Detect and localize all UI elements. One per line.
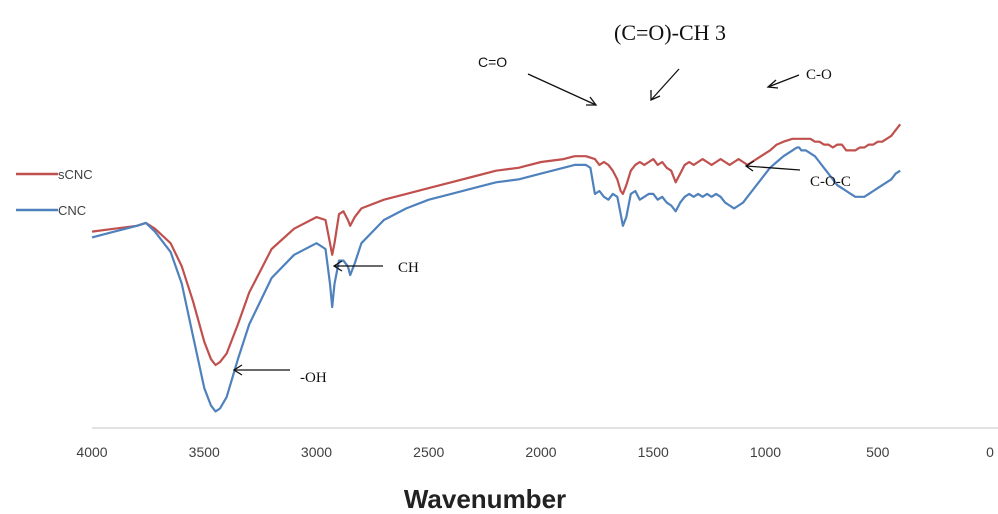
arrowhead-coc: [744, 160, 755, 172]
arrow-coch3: [650, 68, 680, 101]
annotation-coc: C-O-C: [810, 174, 851, 190]
x-tick-label: 3000: [301, 444, 332, 460]
arrow-co: [527, 73, 597, 106]
arrowhead-co: [586, 96, 598, 106]
x-tick-label: 1500: [638, 444, 669, 460]
legend-label-scnc: sCNC: [58, 167, 93, 182]
legend-label-cnc: CNC: [58, 203, 86, 218]
x-tick-label: 2500: [413, 444, 444, 460]
x-tick-label: 1000: [750, 444, 781, 460]
arrow-coc: [745, 165, 801, 171]
annotation-ch: CH: [398, 260, 419, 276]
x-tick-label: 2000: [525, 444, 556, 460]
series-line-scnc: [91, 123, 902, 367]
series-layer: [91, 123, 902, 413]
arrowhead-oh: [232, 364, 243, 376]
arrowhead-ch: [332, 260, 343, 272]
x-tick-label: 500: [866, 444, 890, 460]
annotations: [232, 68, 801, 376]
x-tick-label: 0: [986, 444, 994, 460]
annotation-coch3: (C=O)-CH 3: [614, 20, 726, 45]
annotation-co: C=O: [478, 54, 507, 70]
x-tick-label: 4000: [76, 444, 107, 460]
annotation-c-o: C-O: [806, 67, 832, 83]
x-tick-labels: 4000 3500 3000 2500 2000 1500 1000 500 0: [76, 444, 994, 460]
x-axis-title: Wavenumber: [404, 484, 566, 514]
legend: sCNC CNC: [16, 167, 93, 218]
arrowhead-coch3: [650, 90, 661, 102]
series-line-cnc: [91, 146, 901, 413]
arrowhead-c-o: [766, 79, 779, 89]
arrow-c-o: [767, 74, 800, 88]
x-tick-label: 3500: [189, 444, 220, 460]
annotation-oh: -OH: [300, 370, 327, 386]
